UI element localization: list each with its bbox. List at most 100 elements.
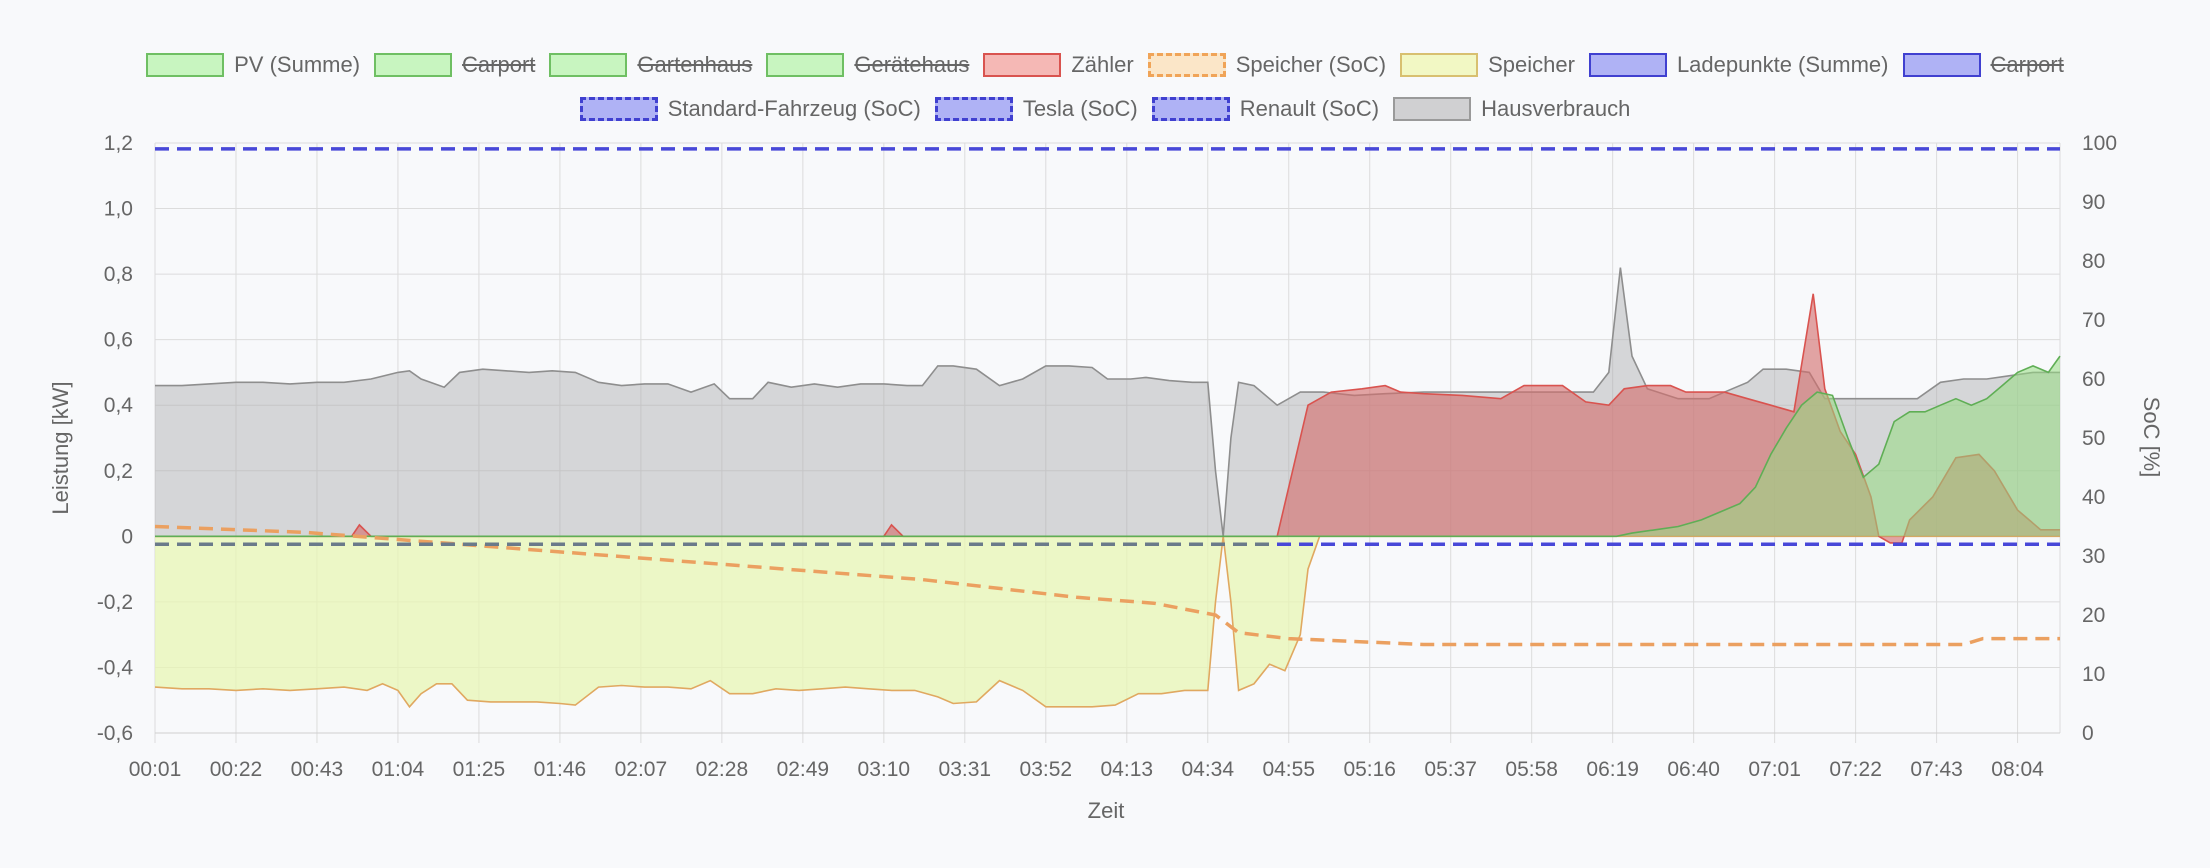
legend-swatch bbox=[1147, 53, 1226, 77]
y2-tick-label: 50 bbox=[2082, 427, 2105, 450]
y2-tick-label: 100 bbox=[2082, 132, 2117, 155]
x-tick-label: 00:01 bbox=[129, 758, 182, 781]
legend-swatch bbox=[374, 53, 453, 77]
legend-item[interactable]: Renault (SoC) bbox=[1151, 94, 1380, 124]
legend-swatch bbox=[1400, 53, 1479, 77]
line-pv-summe- bbox=[155, 355, 2061, 538]
legend-item[interactable]: Carport bbox=[374, 50, 535, 80]
axes: 1,21,00,80,60,40,20-0,2-0,4-0,6100908070… bbox=[97, 132, 2117, 781]
line-speicher bbox=[154, 535, 2060, 709]
legend-label: Hausverbrauch bbox=[1481, 96, 1631, 121]
line-hausverbrauch bbox=[155, 267, 2060, 537]
x-tick-label: 07:01 bbox=[1748, 758, 1801, 781]
x-tick-label: 00:43 bbox=[291, 758, 344, 781]
y-tick-label: 0,6 bbox=[104, 329, 133, 352]
legend-label: Gartenhaus bbox=[637, 52, 753, 77]
x-tick-label: 04:55 bbox=[1262, 758, 1315, 781]
area-pv-summe- bbox=[155, 356, 2060, 537]
x-tick-label: 04:13 bbox=[1101, 758, 1154, 781]
x-tick-label: 06:19 bbox=[1586, 758, 1639, 781]
legend-item[interactable]: Hausverbrauch bbox=[1393, 94, 1630, 124]
x-tick-label: 04:34 bbox=[1181, 758, 1234, 781]
legend-swatch bbox=[1393, 97, 1472, 121]
x-tick-label: 07:22 bbox=[1829, 758, 1882, 781]
legend-label: Ladepunkte (Summe) bbox=[1676, 52, 1889, 77]
y-tick-label: 1,0 bbox=[104, 198, 133, 221]
legend-swatch bbox=[1151, 97, 1230, 121]
y2-tick-label: 30 bbox=[2082, 545, 2105, 568]
y-tick-label: 0 bbox=[121, 525, 133, 548]
x-tick-label: 01:04 bbox=[372, 758, 425, 781]
legend-item[interactable]: Carport bbox=[1902, 50, 2064, 80]
y2-tick-label: 20 bbox=[2082, 604, 2105, 627]
x-tick-label: 07:43 bbox=[1910, 758, 1963, 781]
y-tick-label: -0,4 bbox=[97, 656, 134, 679]
legend-item[interactable]: Speicher (SoC) bbox=[1147, 50, 1387, 80]
legend-label: Carport bbox=[462, 52, 536, 77]
y-tick-label: 0,2 bbox=[104, 460, 133, 483]
soc-line-speicher-soc- bbox=[154, 524, 2060, 647]
legend-label: Tesla (SoC) bbox=[1022, 96, 1138, 121]
legend-swatch bbox=[983, 53, 1062, 77]
legend-swatch bbox=[1902, 53, 1981, 77]
legend-item[interactable]: Ladepunkte (Summe) bbox=[1588, 50, 1889, 80]
legend-swatch bbox=[1588, 53, 1667, 77]
legend-row-2: Standard-Fahrzeug (SoC) Tesla (SoC) Renaul… bbox=[0, 94, 2210, 124]
y-tick-label: 0,4 bbox=[104, 394, 134, 417]
soc-lines bbox=[154, 147, 2060, 647]
y-axis-label: Leistung [kW] bbox=[48, 381, 73, 514]
area-z-hler bbox=[155, 293, 2060, 543]
y-tick-label: 0,8 bbox=[104, 263, 133, 286]
y-tick-label: 1,2 bbox=[104, 132, 133, 155]
legend-swatch bbox=[934, 97, 1013, 121]
legend-row-1: PV (Summe) Carport Gartenhaus Gerätehaus Zäh… bbox=[0, 50, 2210, 80]
x-tick-label: 01:25 bbox=[453, 758, 506, 781]
y-tick-label: -0,6 bbox=[97, 722, 133, 745]
legend-item[interactable]: Standard-Fahrzeug (SoC) bbox=[579, 94, 921, 124]
y2-tick-label: 10 bbox=[2082, 663, 2105, 686]
x-tick-label: 05:37 bbox=[1424, 758, 1477, 781]
y2-tick-label: 70 bbox=[2082, 309, 2105, 332]
y2-tick-label: 90 bbox=[2082, 191, 2105, 214]
x-tick-label: 05:16 bbox=[1343, 758, 1396, 781]
x-tick-label: 06:40 bbox=[1667, 758, 1720, 781]
legend-item[interactable]: Tesla (SoC) bbox=[934, 94, 1138, 124]
legend-swatch bbox=[766, 53, 845, 77]
legend-label: PV (Summe) bbox=[234, 52, 361, 77]
y2-tick-label: 60 bbox=[2082, 368, 2105, 391]
legend-swatch bbox=[579, 97, 658, 121]
x-tick-label: 05:58 bbox=[1505, 758, 1558, 781]
legend-swatch bbox=[146, 53, 225, 77]
legend-item[interactable]: PV (Summe) bbox=[146, 50, 360, 80]
legend-swatch bbox=[549, 53, 628, 77]
legend-label: Speicher (SoC) bbox=[1235, 52, 1387, 77]
legend-item[interactable]: Speicher bbox=[1400, 50, 1575, 80]
area-series bbox=[154, 267, 2061, 709]
x-tick-label: 03:10 bbox=[858, 758, 911, 781]
x-tick-label: 01:46 bbox=[534, 758, 587, 781]
legend-item[interactable]: Zähler bbox=[983, 50, 1134, 80]
x-tick-label: 02:28 bbox=[696, 758, 749, 781]
y2-axis-label: SoC [%] bbox=[2139, 397, 2164, 478]
y2-tick-label: 0 bbox=[2082, 722, 2094, 745]
x-tick-label: 03:31 bbox=[939, 758, 992, 781]
y2-tick-label: 40 bbox=[2082, 486, 2105, 509]
x-axis-label: Zeit bbox=[1088, 798, 1125, 823]
area-speicher bbox=[155, 536, 2060, 707]
x-tick-label: 08:04 bbox=[1991, 758, 2044, 781]
legend-label: Standard-Fahrzeug (SoC) bbox=[667, 96, 921, 121]
y2-tick-label: 80 bbox=[2082, 250, 2105, 273]
x-tick-label: 00:22 bbox=[210, 758, 263, 781]
legend-label: Carport bbox=[1990, 52, 2064, 77]
x-tick-label: 02:07 bbox=[615, 758, 668, 781]
y-tick-label: -0,2 bbox=[97, 591, 133, 614]
legend-item[interactable]: Gartenhaus bbox=[549, 50, 752, 80]
x-tick-label: 02:49 bbox=[777, 758, 830, 781]
legend-label: Gerätehaus bbox=[854, 52, 970, 77]
legend-label: Zähler bbox=[1071, 52, 1134, 77]
x-tick-label: 03:52 bbox=[1020, 758, 1073, 781]
legend-item[interactable]: Gerätehaus bbox=[766, 50, 969, 80]
legend-label: Renault (SoC) bbox=[1239, 96, 1380, 121]
legend-label: Speicher bbox=[1488, 52, 1575, 77]
